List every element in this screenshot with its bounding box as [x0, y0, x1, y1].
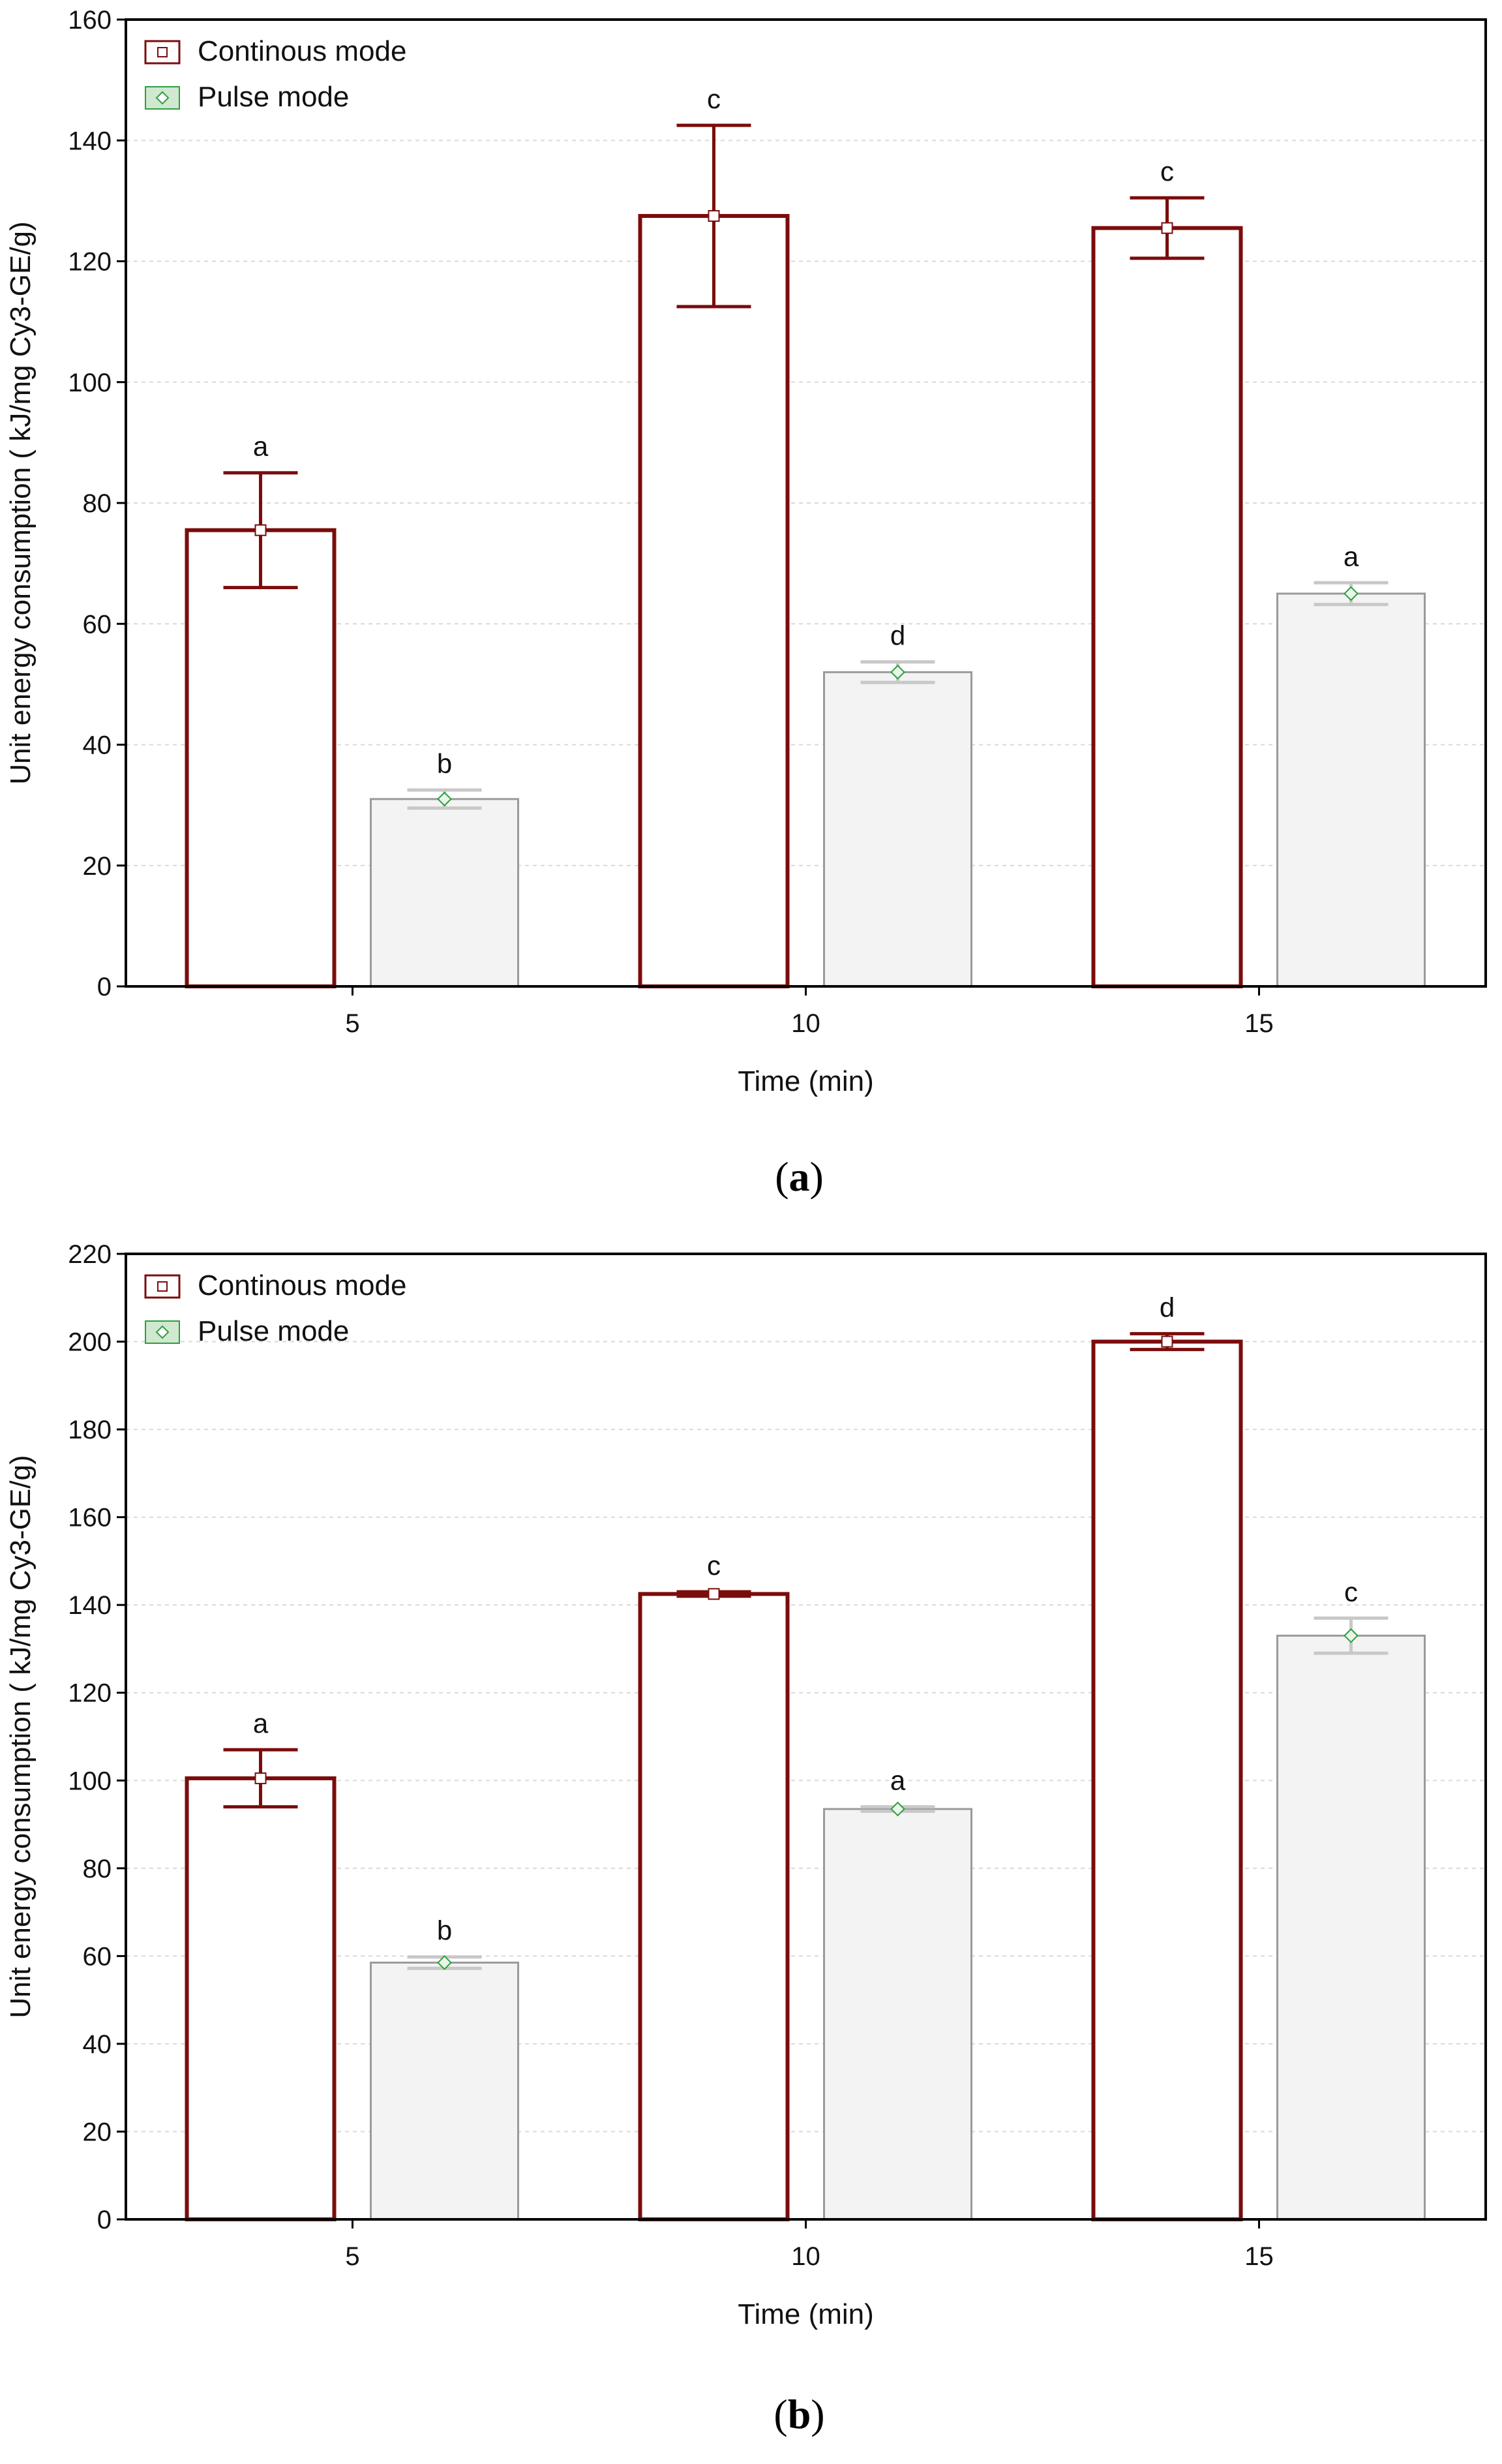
significance-label: c [707, 84, 721, 114]
legend-marker-pulse [155, 1325, 170, 1339]
bar-continuous [1091, 1339, 1243, 2221]
y-tick-label: 60 [83, 1942, 112, 1971]
significance-label: a [890, 1765, 906, 1796]
legend-label-pulse: Pulse mode [198, 81, 349, 113]
y-axis-title: Unit energy consumption ( kJ/mg Cy3-GE/g… [5, 1455, 37, 2018]
bar-pulse [823, 671, 972, 988]
chart-panel-1: a b 5 c d 10 c a 15 0 20 40 60 80 100 120 140 160 Time (mi… [5, 6, 1487, 1200]
bar-pulse [1276, 1634, 1426, 2221]
x-axis-title: Time (min) [738, 2298, 874, 2330]
x-axis-title: Time (min) [738, 1065, 874, 1097]
legend-marker-pulse [155, 91, 170, 105]
plot-frame [125, 1253, 1487, 2221]
bar-pulse [1276, 592, 1426, 988]
y-tick-label: 140 [68, 127, 112, 155]
x-tick-label: 10 [791, 1009, 820, 1038]
mean-marker [437, 791, 452, 807]
y-tick-label: 40 [83, 2030, 112, 2059]
legend: Continous mode Pulse mode [144, 35, 406, 113]
x-tick-label: 5 [345, 2242, 359, 2271]
significance-label: c [1160, 156, 1174, 187]
y-tick-label: 0 [97, 973, 112, 1001]
panel-label: (a) [775, 1153, 824, 1200]
mean-marker [1344, 586, 1359, 601]
bar-continuous [185, 528, 337, 988]
y-tick-label: 20 [83, 2118, 112, 2146]
y-tick-label: 100 [68, 369, 112, 397]
significance-label: c [707, 1550, 721, 1581]
y-tick-label: 160 [68, 6, 112, 35]
chart-panel-2: a b 5 c a 10 d c 15 0 20 40 60 80 100 120 140 160 180 200 22… [5, 1240, 1487, 2437]
significance-label: a [253, 1708, 269, 1739]
bar-continuous [638, 214, 790, 988]
bar-pulse [823, 1808, 972, 2221]
panel-label-open: ( [774, 2391, 787, 2437]
y-tick-label: 80 [83, 489, 112, 518]
mean-marker [1161, 1335, 1173, 1348]
mean-marker [708, 1588, 720, 1600]
y-tick-label: 20 [83, 852, 112, 881]
panel-label: (b) [774, 2391, 824, 2437]
mean-marker [708, 210, 720, 222]
mean-marker [890, 1801, 905, 1817]
x-tick-label: 5 [345, 1009, 359, 1038]
y-tick-label: 200 [68, 1328, 112, 1357]
legend-marker-continuous [157, 47, 168, 57]
bar-continuous [1091, 226, 1243, 988]
legend: Continous mode Pulse mode [144, 1270, 406, 1347]
y-tick-label: 160 [68, 1504, 112, 1532]
mean-marker [254, 524, 267, 536]
y-tick-label: 220 [68, 1240, 112, 1269]
panel-label-close: ) [810, 1153, 824, 1200]
mean-marker [890, 664, 905, 680]
bar-continuous [638, 1592, 790, 2221]
y-tick-label: 140 [68, 1591, 112, 1620]
panel-label-open: ( [775, 1153, 789, 1200]
mean-marker [1344, 1628, 1359, 1643]
legend-marker-continuous [157, 1281, 168, 1292]
significance-label: a [1344, 541, 1359, 571]
y-tick-label: 180 [68, 1416, 112, 1444]
legend-label-continuous: Continous mode [198, 35, 406, 67]
mean-marker [1161, 222, 1173, 234]
bar-continuous [185, 1776, 337, 2222]
significance-label: b [437, 1915, 452, 1946]
x-tick-label: 15 [1244, 1009, 1274, 1038]
mean-marker [437, 1955, 452, 1970]
y-tick-label: 120 [68, 1679, 112, 1708]
legend-label-pulse: Pulse mode [198, 1315, 349, 1347]
bar-pulse [370, 798, 519, 988]
y-tick-label: 60 [83, 610, 112, 639]
significance-label: c [1344, 1576, 1358, 1607]
x-tick-label: 10 [791, 2242, 820, 2271]
significance-label: d [1160, 1292, 1175, 1322]
bar-pulse [370, 1961, 519, 2221]
y-tick-label: 0 [97, 2206, 112, 2234]
legend-label-continuous: Continous mode [198, 1270, 406, 1301]
significance-label: d [890, 620, 905, 651]
y-tick-label: 80 [83, 1855, 112, 1883]
y-axis-title: Unit energy consumption ( kJ/mg Cy3-GE/g… [5, 221, 37, 784]
mean-marker [254, 1772, 267, 1784]
panel-label-letter: b [788, 2391, 811, 2437]
panel-label-close: ) [811, 2391, 824, 2437]
y-tick-label: 40 [83, 731, 112, 760]
significance-label: b [437, 748, 452, 779]
significance-label: a [253, 431, 269, 462]
y-tick-label: 120 [68, 248, 112, 277]
panel-label-letter: a [789, 1153, 810, 1200]
x-tick-label: 15 [1244, 2242, 1274, 2271]
y-tick-label: 100 [68, 1767, 112, 1795]
